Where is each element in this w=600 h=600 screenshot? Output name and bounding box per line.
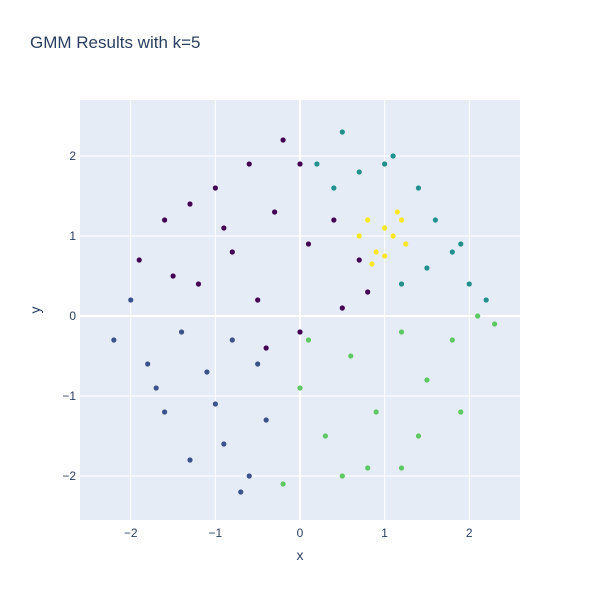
data-point-cluster-3 — [475, 313, 481, 319]
data-points — [111, 129, 498, 495]
data-point-cluster-2 — [398, 281, 405, 287]
data-point-cluster-4 — [394, 209, 400, 215]
data-point-cluster-4 — [382, 253, 388, 259]
data-point-cluster-2 — [339, 129, 345, 135]
data-point-cluster-1 — [204, 369, 210, 375]
x-tick-label: −1 — [209, 526, 223, 540]
data-point-cluster-0 — [263, 345, 269, 351]
data-point-cluster-0 — [365, 289, 371, 295]
data-point-cluster-3 — [322, 433, 328, 439]
x-tick-label: 2 — [466, 526, 473, 540]
data-point-cluster-1 — [263, 417, 269, 423]
data-point-cluster-3 — [398, 465, 405, 471]
data-point-cluster-0 — [280, 137, 286, 143]
data-point-cluster-0 — [136, 257, 142, 263]
data-point-cluster-2 — [449, 249, 455, 255]
data-point-cluster-1 — [212, 401, 218, 407]
data-point-cluster-0 — [297, 329, 303, 335]
data-point-cluster-2 — [331, 185, 337, 191]
data-point-cluster-4 — [369, 261, 375, 267]
data-point-cluster-0 — [297, 161, 303, 167]
data-point-cluster-4 — [365, 217, 371, 223]
data-point-cluster-0 — [195, 281, 202, 287]
data-point-cluster-4 — [373, 249, 379, 255]
data-point-cluster-2 — [458, 241, 464, 247]
data-point-cluster-2 — [415, 185, 422, 191]
data-point-cluster-0 — [187, 201, 193, 207]
data-point-cluster-4 — [390, 233, 396, 239]
data-point-cluster-2 — [356, 169, 362, 175]
data-point-cluster-3 — [449, 337, 455, 343]
data-point-cluster-3 — [424, 377, 430, 383]
data-point-cluster-0 — [339, 305, 345, 311]
data-point-cluster-3 — [398, 329, 405, 335]
data-point-cluster-3 — [339, 473, 345, 479]
data-point-cluster-1 — [153, 385, 159, 391]
data-point-cluster-0 — [331, 217, 337, 223]
data-point-cluster-2 — [390, 153, 396, 159]
chart-title: GMM Results with k=5 — [30, 33, 201, 52]
data-point-cluster-4 — [398, 217, 405, 223]
data-point-cluster-1 — [162, 409, 168, 415]
data-point-cluster-3 — [365, 465, 371, 471]
data-point-cluster-1 — [221, 441, 227, 447]
data-point-cluster-3 — [280, 481, 286, 487]
data-point-cluster-0 — [162, 217, 168, 223]
data-point-cluster-1 — [145, 361, 151, 367]
tick-labels: −2 −1 0 1 2 −2 −1 0 1 2 — [62, 149, 473, 540]
y-tick-label: −1 — [62, 389, 76, 403]
y-tick-label: 2 — [69, 149, 76, 163]
grid-lines — [80, 100, 520, 520]
data-point-cluster-1 — [187, 457, 193, 463]
y-axis-title: y — [27, 307, 43, 314]
data-point-cluster-0 — [255, 297, 261, 303]
x-tick-label: 0 — [297, 526, 304, 540]
y-tick-label: 1 — [69, 229, 76, 243]
data-point-cluster-3 — [297, 385, 303, 391]
data-point-cluster-2 — [424, 265, 430, 271]
data-point-cluster-4 — [382, 225, 388, 231]
data-point-cluster-0 — [221, 225, 227, 231]
data-point-cluster-2 — [314, 161, 320, 167]
data-point-cluster-1 — [255, 361, 261, 367]
data-point-cluster-3 — [373, 409, 379, 415]
data-point-cluster-4 — [403, 241, 409, 247]
data-point-cluster-1 — [229, 337, 235, 343]
x-tick-label: 1 — [381, 526, 388, 540]
data-point-cluster-1 — [246, 473, 252, 479]
data-point-cluster-0 — [272, 209, 278, 215]
data-point-cluster-3 — [458, 409, 464, 415]
data-point-cluster-3 — [305, 337, 312, 343]
data-point-cluster-0 — [305, 241, 312, 247]
data-point-cluster-4 — [356, 233, 362, 239]
data-point-cluster-3 — [348, 353, 354, 359]
x-tick-label: −2 — [124, 526, 138, 540]
data-point-cluster-0 — [246, 161, 252, 167]
x-axis-title: x — [297, 547, 304, 563]
data-point-cluster-3 — [415, 433, 422, 439]
data-point-cluster-2 — [382, 161, 388, 167]
y-tick-label: 0 — [69, 309, 76, 323]
data-point-cluster-1 — [128, 297, 134, 303]
data-point-cluster-2 — [432, 217, 438, 223]
data-point-cluster-2 — [483, 297, 489, 303]
data-point-cluster-0 — [356, 257, 362, 263]
data-point-cluster-1 — [111, 337, 117, 343]
data-point-cluster-2 — [466, 281, 472, 287]
data-point-cluster-3 — [492, 321, 498, 327]
data-point-cluster-0 — [170, 273, 176, 279]
data-point-cluster-1 — [178, 329, 185, 335]
y-tick-label: −2 — [62, 469, 76, 483]
data-point-cluster-0 — [229, 249, 235, 255]
data-point-cluster-1 — [238, 489, 244, 495]
data-point-cluster-0 — [212, 185, 218, 191]
